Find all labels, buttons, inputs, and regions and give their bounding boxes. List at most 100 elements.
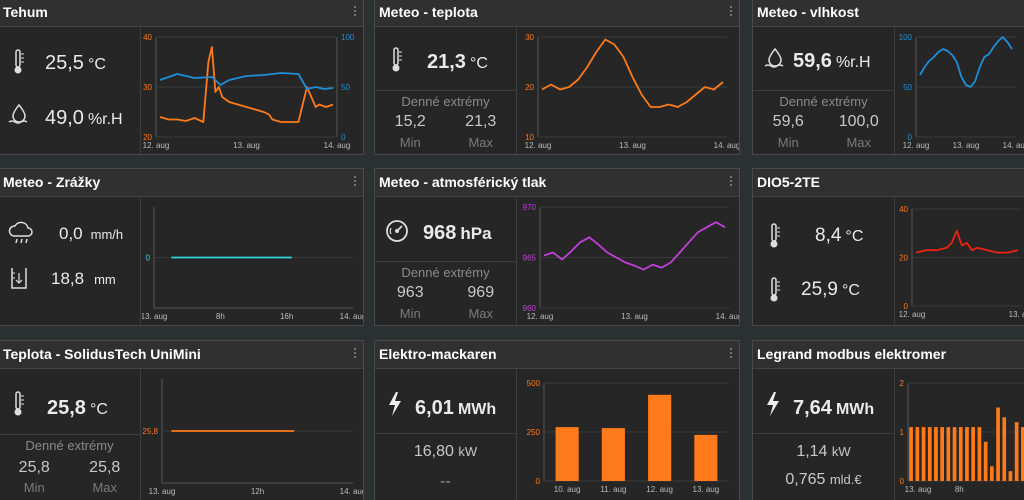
menu-icon[interactable]	[729, 176, 733, 190]
thermometer-icon	[392, 47, 402, 72]
max-label: Max	[846, 135, 872, 150]
tile-header: Meteo - teplota	[375, 0, 739, 27]
tile-teplota-unimini[interactable]: Teplota - SolidusTech UniMini 25,8 °C Den…	[0, 340, 364, 500]
divider	[375, 261, 516, 262]
cost-value: 0,765 mld.€	[785, 471, 862, 488]
bar	[915, 427, 920, 481]
menu-icon[interactable]	[353, 348, 357, 362]
x-tick-label: 12. aug	[899, 310, 926, 319]
y-tick-label: 10	[525, 133, 534, 142]
x-tick-label: 14. aug	[1003, 141, 1024, 150]
tile-meteo-teplota[interactable]: Meteo - teplota 21,3 °C Denné extrémy 15,…	[374, 0, 740, 155]
extremes-title: Denné extrémy	[779, 94, 868, 109]
tile-meteo-zrazky[interactable]: Meteo - Zrážky 0,0 mm/h 18,8 mm 0 13. aug 8h…	[0, 168, 364, 326]
barometer-icon	[386, 220, 408, 242]
menu-icon[interactable]	[729, 6, 733, 20]
rain-total-value: 18,8 mm	[51, 269, 116, 288]
vlhkost-chart: 100 50 012. aug 13. aug 14. aug	[899, 33, 1024, 150]
min-value: 963	[396, 284, 424, 301]
extremes-title: Denné extrémy	[25, 438, 114, 453]
power-value: 1,14 kW	[796, 443, 851, 460]
y-tick-label: 20	[899, 254, 908, 263]
series-line-0	[159, 46, 334, 123]
y-tick-label: 20	[525, 83, 534, 92]
y-tick-label: 500	[527, 379, 541, 388]
values-pane: 968 hPa Denné extrémy 963 969 Min Max	[375, 197, 517, 325]
temperature-2-value: 25,9 °C	[801, 279, 860, 300]
thermometer-icon	[14, 391, 24, 416]
y-tick-label: 965	[523, 254, 537, 263]
x-tick-label: 12. aug	[646, 485, 673, 494]
min-value: 59,6	[772, 113, 804, 130]
y-tick-label: 0	[908, 133, 913, 142]
series-line-0	[541, 38, 724, 108]
divider	[0, 434, 140, 435]
bar	[601, 428, 625, 481]
bar	[648, 394, 672, 481]
tile-dio5[interactable]: DIO5-2TE 8,4°C 25,9°C 40 20 012. aug 13. au…	[752, 168, 1024, 326]
rain-rate-value: 0,0 mm/h	[59, 224, 124, 243]
x-tick-label: 14. aug	[340, 487, 363, 496]
x-tick-label: 11. aug	[600, 485, 626, 494]
x-tick-label: 8h	[216, 312, 225, 321]
bar	[983, 441, 988, 481]
bar	[946, 427, 951, 481]
series-line-0	[919, 36, 1013, 88]
max-value: 25,8	[89, 459, 121, 476]
tile-header: Elektro-mackaren	[375, 341, 739, 369]
temperature-value: 21,3 °C	[427, 51, 488, 73]
min-label: Min	[777, 135, 799, 150]
chart-pane: 500 250 0 10. aug 11. aug 12. aug 13. aug	[518, 369, 739, 500]
tile-legrand[interactable]: Legrand modbus elektromer 7,64 MWh 1,14 k…	[752, 340, 1024, 500]
bar	[921, 427, 926, 481]
chart-pane: 30 20 10 12. aug 13. aug 14. aug	[518, 27, 739, 154]
x-tick-label: 8h	[955, 485, 964, 494]
divider	[753, 90, 894, 91]
temperature-value: 25,8 °C	[47, 397, 108, 419]
bar	[555, 427, 579, 481]
x-tick-label: 13. aug	[1009, 310, 1024, 319]
min-label: Min	[399, 135, 421, 150]
humidity-icon	[764, 47, 784, 68]
x-tick-label: 14. aug	[340, 312, 363, 321]
y-tick-label: 20	[143, 133, 152, 142]
divider	[753, 433, 894, 434]
bar	[909, 427, 913, 481]
x-tick-label: 10. aug	[554, 485, 581, 494]
tile-header: Meteo - vlhkost	[753, 0, 1024, 27]
y-right-tick-label: 50	[341, 83, 350, 92]
chart-pane: 2 1 0 13. aug 8h	[896, 369, 1024, 500]
menu-icon[interactable]	[353, 6, 357, 20]
x-tick-label: 14. aug	[716, 312, 739, 321]
y-tick-label: 0	[900, 477, 905, 486]
x-tick-label: 13. aug	[619, 141, 646, 150]
tile-meteo-tlak[interactable]: Meteo - atmosférický tlak 968 hPa Denné e…	[374, 168, 740, 326]
tile-title: Elektro-mackaren	[379, 346, 497, 362]
y-tick-label: 40	[143, 33, 152, 42]
tile-meteo-vlhkost[interactable]: Meteo - vlhkost 59,6 %r.H Denné extrémy 5…	[752, 0, 1024, 155]
extremes-title: Denné extrémy	[401, 94, 490, 109]
tile-header: Meteo - Zrážky	[0, 169, 363, 197]
x-tick-label: 13. aug	[905, 485, 932, 494]
min-label: Min	[23, 480, 45, 495]
bar	[694, 434, 718, 481]
tile-title: Meteo - vlhkost	[757, 4, 859, 20]
y-tick-label: 30	[143, 83, 152, 92]
tile-tehum[interactable]: Tehum 25,5 °C 49,0 %r.H 40 30 20 100 50 0 12. au…	[0, 0, 364, 155]
lightning-icon	[389, 392, 401, 416]
extremes-title: Denné extrémy	[401, 265, 490, 280]
bar	[1008, 471, 1013, 481]
lightning-icon	[767, 392, 779, 416]
menu-icon[interactable]	[353, 176, 357, 190]
max-label: Max	[468, 135, 494, 150]
tile-elektro[interactable]: Elektro-mackaren 6,01 MWh 16,80 kW -- 500…	[374, 340, 740, 500]
values-pane: 6,01 MWh 16,80 kW --	[375, 369, 517, 500]
bar	[990, 466, 994, 481]
tile-title: Meteo - Zrážky	[3, 174, 101, 190]
menu-icon[interactable]	[729, 348, 733, 362]
tile-title: Teplota - SolidusTech UniMini	[3, 346, 201, 362]
thermometer-icon	[14, 49, 24, 74]
extra-value: --	[440, 473, 451, 490]
y-tick-label: 40	[899, 205, 908, 214]
